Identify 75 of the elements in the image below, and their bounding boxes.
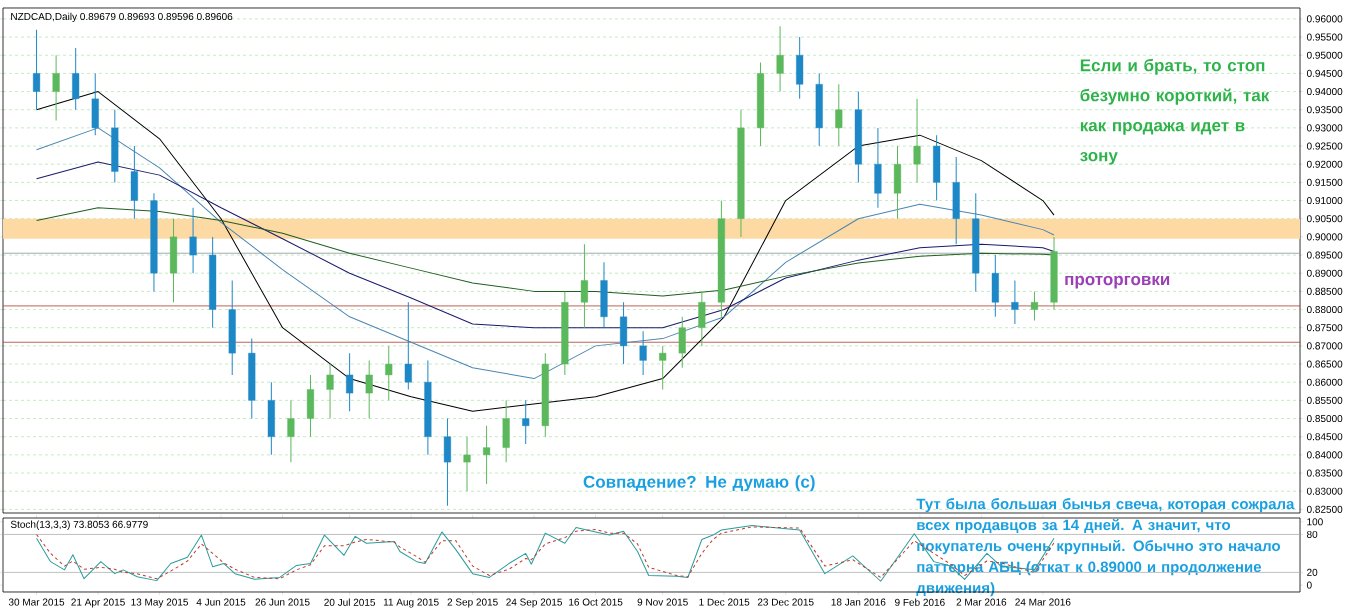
annotation: Совпадение? Не думаю (с) [583,475,815,492]
x-tick-label: 2 Sep 2015 [447,598,498,608]
y-tick-label: 0.95500 [1306,33,1343,41]
y-tick-label: 0.96000 [1306,15,1343,23]
candlestick [346,352,354,412]
candlestick [326,363,334,420]
candlestick [1030,290,1039,321]
chart-title: NZDCAD,Daily 0.89679 0.89693 0.89596 0.89606 [11,12,233,23]
y-tick-label: 0.95000 [1306,51,1343,59]
candlestick [483,425,491,485]
x-tick-label: 4 Jun 2015 [196,598,246,606]
x-tick-label: 13 May 2015 [131,598,189,608]
y-tick-label: 0.90000 [1306,233,1343,241]
x-tick-label: 18 Jan 2016 [831,598,886,606]
candlestick [580,243,588,329]
x-tick-label: 9 Feb 2016 [895,598,945,606]
x-tick-label: 23 Dec 2015 [757,598,814,606]
y-tick-label: 0.91000 [1306,197,1343,205]
x-tick-label: 16 Oct 2015 [569,598,623,606]
x-tick-label: 30 Mar 2015 [8,598,65,606]
candlestick [189,207,197,274]
y-tick-label: 0.92500 [1306,142,1343,150]
annotation: Если и брать, то стоп безумно короткий, так как продажа идет в зону [1080,58,1270,165]
candlestick [1011,279,1019,325]
x-tick-label: 24 Mar 2016 [1015,598,1071,606]
candlestick [287,399,295,463]
y-tick-label: 0.93000 [1306,124,1343,132]
candlestick [913,98,921,183]
y-tick-label: 0.88500 [1306,287,1343,295]
y-tick-label: 0.90500 [1306,215,1343,223]
y-tick-label: 0.86500 [1306,360,1343,368]
candlestick [404,301,412,390]
y-tick-label: 100 [1307,518,1323,526]
x-tick-label: 1 Dec 2015 [699,598,750,606]
y-tick-label: 0.88000 [1306,306,1343,314]
y-tick-label: 0.83000 [1306,487,1343,495]
x-tick-label: 2 Mar 2016 [956,598,1007,606]
y-tick-label: 0.89500 [1306,251,1343,259]
chart-title: Stoch(13,3,3) 73.8053 66.9779 [10,520,148,530]
y-tick-label: 0.91500 [1306,178,1343,186]
candlestick [522,399,530,445]
candlestick [385,345,393,401]
y-tick-label: 0.85500 [1306,396,1343,404]
candlestick [463,436,471,492]
y-tick-label: 0.86000 [1306,378,1343,386]
candlestick [835,83,843,147]
y-tick-label: 0.83500 [1306,469,1343,477]
annotation: проторговки [1065,275,1170,289]
candlestick [639,330,647,376]
y-tick-label: 0 [1306,581,1312,589]
x-tick-label: 24 Sep 2015 [506,598,563,608]
line-series [36,127,1055,380]
x-tick-label: 9 Nov 2015 [637,598,688,606]
y-tick-label: 0.92000 [1306,160,1343,168]
y-tick-label: 0.82500 [1306,505,1343,513]
y-tick-label: 80 [1306,530,1318,538]
candlestick [659,345,667,390]
candlestick [365,359,373,420]
y-tick-label: 0.94500 [1306,69,1343,77]
x-tick-label: 20 Jul 2015 [324,598,376,606]
y-tick-label: 0.84500 [1306,433,1343,441]
y-tick-label: 0.85000 [1306,415,1343,423]
y-tick-label: 0.94000 [1306,88,1343,96]
y-tick-label: 0.89000 [1306,269,1343,277]
candlestick [32,29,41,111]
y-tick-label: 0.84000 [1306,451,1343,459]
y-tick-label: 0.93500 [1306,106,1343,114]
candlestick [52,54,60,122]
x-tick-label: 26 Jun 2015 [255,598,310,606]
y-tick-label: 20 [1307,568,1318,576]
x-tick-label: 11 Aug 2015 [383,598,439,608]
y-tick-label: 0.87000 [1306,342,1343,350]
x-tick-label: 21 Apr 2015 [71,598,125,608]
y-tick-label: 0.87500 [1306,324,1343,332]
candlestick [776,25,784,93]
